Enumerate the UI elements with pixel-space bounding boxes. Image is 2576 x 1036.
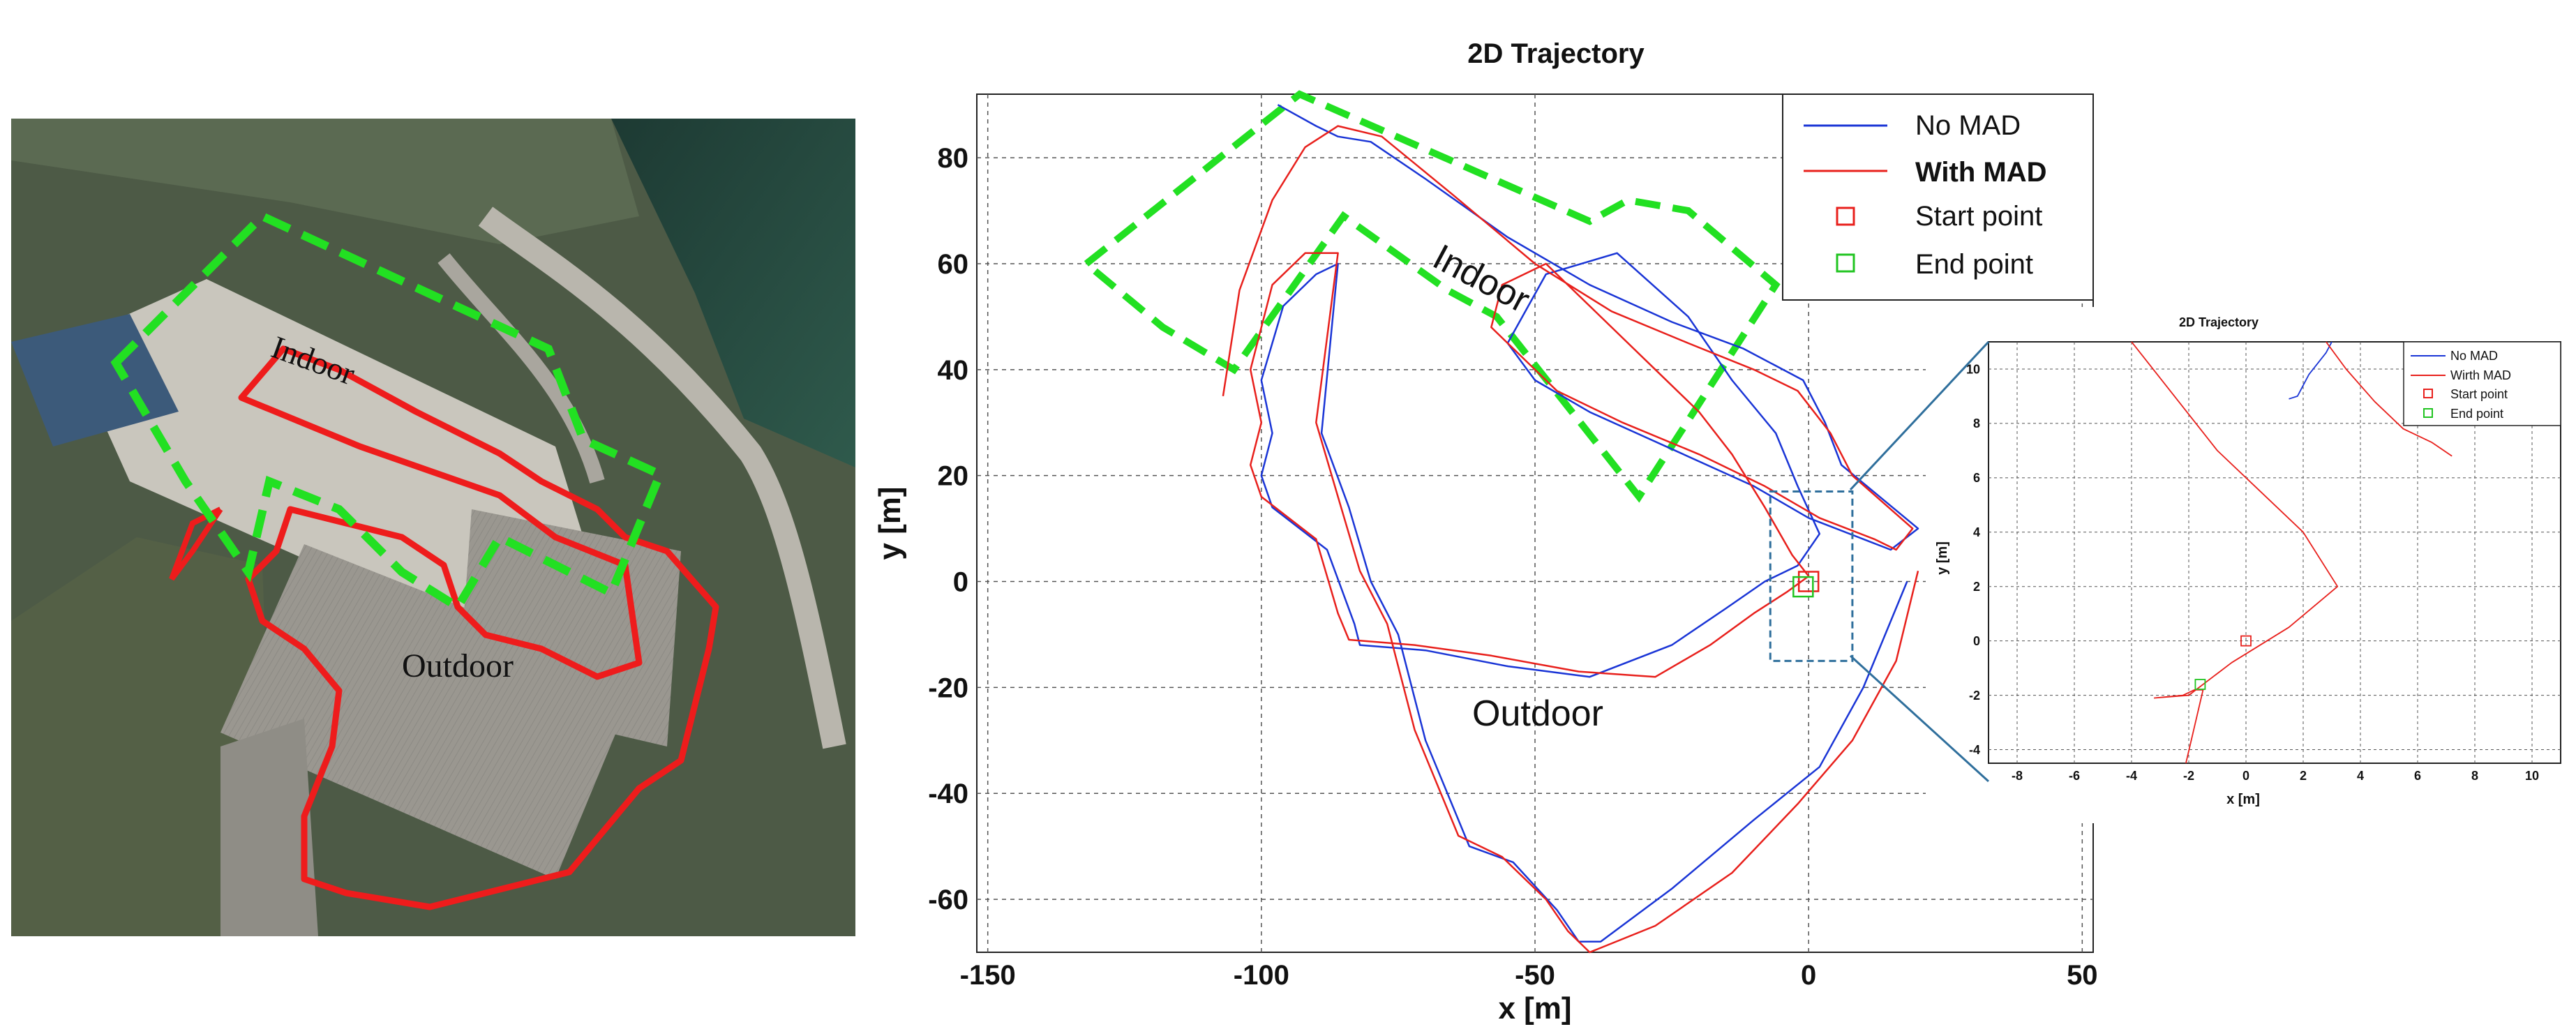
- building-roof-outdoor: [220, 544, 639, 879]
- inset-legend-withmad: Wirth MAD: [2450, 368, 2511, 382]
- inset-y-axis-label: y [m]: [1935, 541, 1950, 575]
- main-y-tick-label: 60: [938, 249, 969, 280]
- main-outdoor-label: Outdoor: [1472, 693, 1603, 734]
- main-y-ticks: 80 60 40 20 0 -20 -40 -60: [928, 143, 968, 915]
- inset-x-tick-label: -8: [2012, 769, 2023, 783]
- photo-outdoor-label: Outdoor: [402, 647, 514, 684]
- garden-area: [11, 537, 276, 936]
- inset-x-tick-label: -6: [2069, 769, 2080, 783]
- main-legend: No MAD With MAD Start point End point: [1782, 93, 2094, 301]
- inset-x-tick-label: 6: [2414, 769, 2421, 783]
- inset-series-line-0: [2289, 341, 2332, 400]
- main-x-tick-label: -150: [960, 960, 1016, 991]
- main-legend-withmad: With MAD: [1915, 157, 2046, 188]
- inset-markers: [2194, 635, 2252, 690]
- road-secondary: [437, 253, 605, 484]
- photo-indoor-boundary: [110, 211, 666, 613]
- main-zoom-box: [1769, 490, 1854, 662]
- main-indoor-boundary-line: [1084, 90, 1781, 503]
- inset-x-tick-label: -4: [2126, 769, 2137, 783]
- inset-legend-end: End point: [2450, 407, 2503, 421]
- inset-legend-end-marker: [2423, 408, 2433, 418]
- main-x-tick-label: 0: [1801, 960, 1816, 991]
- main-chart: 2D Trajectory -150 -100 -50 0 50 806040200-2…: [873, 38, 2098, 1026]
- aerial-photo: Indoor Outdoor: [11, 119, 855, 936]
- main-y-tick-label: 20: [938, 461, 969, 492]
- main-indoor-boundary: [1084, 90, 1781, 503]
- main-x-tick-label: 50: [2067, 960, 2098, 991]
- inset-x-ticks: -8 -6 -4 -2 0 2 4 6 8 10: [2012, 769, 2539, 783]
- inset-y-tick-label: 0: [1973, 634, 1980, 648]
- inset-x-tick-label: 2: [2300, 769, 2307, 783]
- inset-series: [2131, 341, 2453, 764]
- main-x-axis-label: x [m]: [1498, 991, 1571, 1026]
- inset-series-line-2: [2326, 341, 2453, 457]
- main-y-tick-label: -40: [928, 779, 968, 809]
- inset-x-tick-label: 0: [2242, 769, 2249, 783]
- inset-y-tick-label: -2: [1969, 689, 1980, 703]
- main-series-line-0: [1260, 104, 1919, 943]
- inset-marker-start: [2240, 635, 2252, 647]
- main-y-axis-label: y [m]: [873, 486, 907, 560]
- inset-series-line-1: [2131, 341, 2339, 764]
- main-y-tick-label: -60: [928, 885, 968, 915]
- main-legend-box: [1782, 93, 2094, 301]
- main-y-tick-label: 40: [938, 355, 969, 386]
- inset-y-tick-label: 4: [1973, 525, 1980, 539]
- inset-y-tick-label: 2: [1973, 580, 1980, 594]
- inset-x-axis-label: x [m]: [2226, 792, 2260, 807]
- main-x-ticks: -150 -100 -50 0 50: [960, 960, 2098, 991]
- main-series-line-1: [1222, 125, 1919, 954]
- inset-x-tick-label: -2: [2183, 769, 2194, 783]
- inset-marker-end: [2194, 679, 2206, 690]
- inset-legend-start-marker: [2423, 389, 2433, 398]
- inset-x-tick-label: 4: [2357, 769, 2364, 783]
- inset-x-tick-label: 8: [2471, 769, 2478, 783]
- main-legend-nomad: No MAD: [1915, 110, 2021, 141]
- main-zoom-rectangle: [1769, 490, 1854, 662]
- road: [478, 207, 846, 749]
- main-marker-end: [1792, 576, 1814, 598]
- main-y-tick-label: 0: [953, 567, 968, 598]
- hill-area: [11, 119, 639, 244]
- photo-trajectory-branch: [169, 506, 223, 581]
- main-legend-end-marker: [1836, 253, 1855, 273]
- sea-area: [611, 119, 855, 467]
- inset-chart: 2D Trajectory -8 -6 -4 -2 0 2 4 6 8 10 1086420-2-…: [1926, 307, 2568, 823]
- inset-y-tick-label: 6: [1973, 471, 1980, 485]
- inset-legend: No MAD Wirth MAD Start point End point: [2403, 341, 2561, 426]
- main-series: [1222, 104, 1919, 954]
- main-y-tick-label: -20: [928, 673, 968, 703]
- main-y-tick-label: 80: [938, 143, 969, 174]
- main-legend-end: End point: [1915, 249, 2033, 280]
- main-x-tick-label: -50: [1515, 960, 1555, 991]
- photo-trajectory: [238, 345, 719, 910]
- inset-legend-start: Start point: [2450, 387, 2508, 401]
- inset-title: 2D Trajectory: [2179, 315, 2259, 329]
- inset-legend-nomad: No MAD: [2450, 349, 2498, 363]
- parking-lot: [220, 719, 318, 936]
- inset-x-tick-label: 10: [2525, 769, 2539, 783]
- main-title: 2D Trajectory: [1467, 38, 1645, 69]
- inset-y-tick-label: 10: [1966, 362, 1980, 376]
- inset-y-tick-label: 8: [1973, 416, 1980, 430]
- inset-y-tick-label: -4: [1969, 743, 1980, 757]
- main-marker-start: [1797, 571, 1820, 592]
- main-legend-start-marker: [1836, 207, 1855, 226]
- inset-y-ticks: 10 8 6 4 2 0 -2 -4: [1966, 362, 1980, 757]
- main-legend-start: Start point: [1915, 201, 2042, 232]
- main-markers: [1792, 571, 1820, 598]
- main-x-tick-label: -100: [1234, 960, 1289, 991]
- building-indoor: [67, 279, 583, 621]
